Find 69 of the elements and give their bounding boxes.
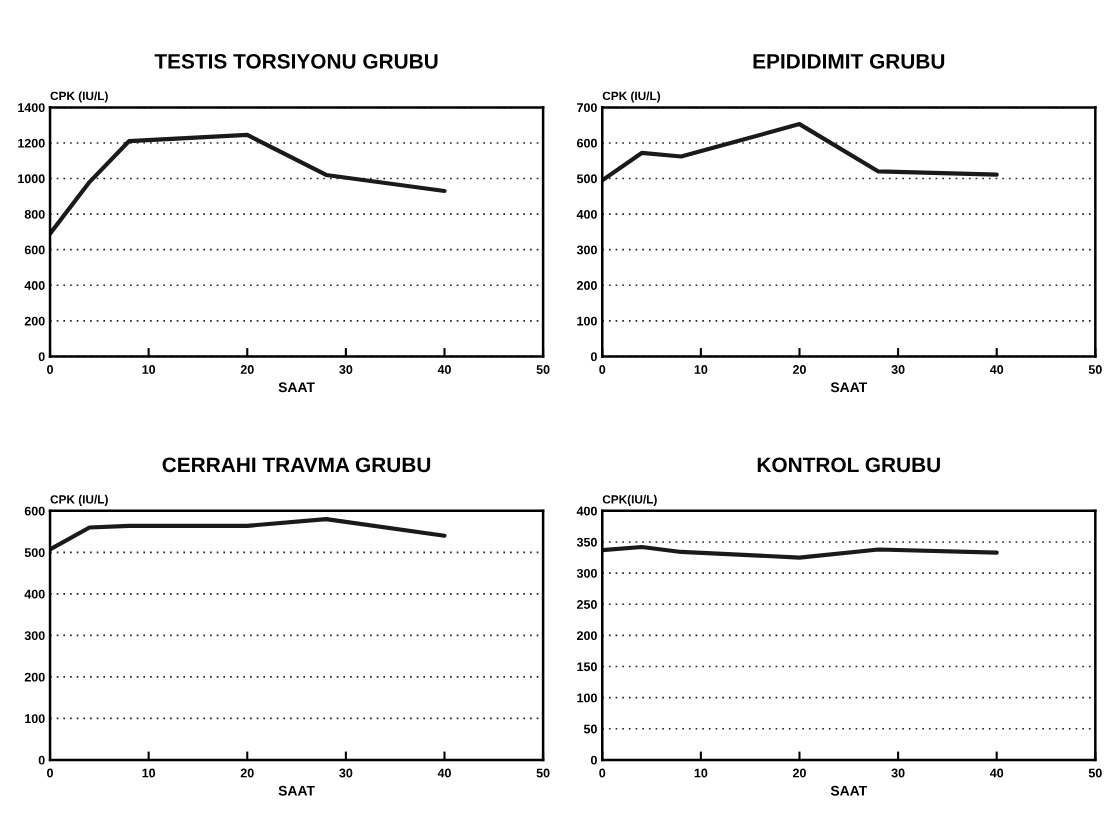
y-tick-label: 400 xyxy=(24,281,45,290)
x-tick-label: 10 xyxy=(142,365,156,374)
y-tick-label: 500 xyxy=(576,174,597,184)
x-tick-label: 50 xyxy=(536,365,550,374)
y-tick-label: 150 xyxy=(577,662,597,672)
y-tick-label: 50 xyxy=(583,724,597,734)
x-tick-label: 40 xyxy=(989,768,1004,778)
x-axis-title: SAAT xyxy=(278,382,315,393)
line-series xyxy=(602,544,999,560)
y-tick-label: 200 xyxy=(24,672,45,682)
y-tick-label: 400 xyxy=(576,209,597,219)
x-tick-label: 50 xyxy=(1088,365,1102,374)
y-tick-label: 700 xyxy=(577,103,597,113)
x-axis-title: SAAT xyxy=(830,785,868,796)
y-tick-label: 0 xyxy=(590,352,597,362)
x-tick-label: 10 xyxy=(694,365,708,374)
x-axis-title: SAAT xyxy=(278,785,315,796)
y-tick-label: 600 xyxy=(24,506,45,516)
x-tick-label: 10 xyxy=(142,768,156,778)
y-tick-label: 0 xyxy=(590,755,597,765)
y-tick-label: 100 xyxy=(577,316,597,326)
y-tick-label: 100 xyxy=(577,693,597,703)
x-tick-label: 50 xyxy=(1088,768,1102,778)
x-tick-label: 20 xyxy=(792,768,806,778)
chart-title: KONTROL GRUBU xyxy=(757,457,940,473)
y-tick-label: 400 xyxy=(576,506,597,516)
x-tick-label: 10 xyxy=(694,768,708,778)
y-tick-label: 400 xyxy=(24,589,45,599)
chart-title: TESTIS TORSIYONU GRUBU xyxy=(154,53,438,69)
y-tick-label: 600 xyxy=(24,245,45,255)
y-tick-label: 300 xyxy=(24,631,45,641)
x-tick-label: 20 xyxy=(792,365,806,374)
y-tick-label: 200 xyxy=(576,631,597,641)
chart-title: CERRAHI TRAVMA GRUBU xyxy=(162,457,431,473)
x-axis-title: SAAT xyxy=(830,382,868,393)
x-tick-label: 30 xyxy=(339,365,353,374)
x-tick-label: 40 xyxy=(437,768,451,778)
y-tick-label: 200 xyxy=(576,281,597,290)
y-tick-label: 0 xyxy=(38,755,45,765)
y-axis-title: CPK (IU/L) xyxy=(50,494,108,506)
x-tick-label: 0 xyxy=(599,365,606,374)
y-tick-label: 0 xyxy=(38,352,45,362)
y-tick-label: 200 xyxy=(24,316,45,326)
x-tick-label: 0 xyxy=(47,365,53,374)
y-tick-label: 350 xyxy=(576,537,597,547)
x-tick-label: 0 xyxy=(599,768,606,778)
x-tick-label: 0 xyxy=(47,768,53,778)
y-tick-label: 1000 xyxy=(18,174,45,184)
y-axis-title: CPK (IU/L) xyxy=(50,91,108,103)
chart-title: EPIDIDIMIT GRUBU xyxy=(753,53,945,69)
x-tick-label: 30 xyxy=(339,768,353,778)
y-tick-label: 800 xyxy=(24,209,45,219)
y-tick-label: 300 xyxy=(576,568,597,578)
x-tick-label: 40 xyxy=(437,365,451,374)
y-tick-label: 300 xyxy=(576,245,597,255)
x-tick-label: 20 xyxy=(240,768,254,778)
y-tick-label: 250 xyxy=(576,600,597,609)
x-tick-label: 50 xyxy=(536,768,550,778)
y-axis-title: CPK (IU/L) xyxy=(602,91,661,103)
y-axis-title: CPK(IU/L) xyxy=(602,494,657,506)
x-tick-label: 30 xyxy=(891,365,905,374)
x-tick-label: 30 xyxy=(891,768,905,778)
y-tick-label: 1400 xyxy=(18,103,45,113)
x-tick-label: 20 xyxy=(240,365,254,374)
x-tick-label: 40 xyxy=(989,365,1004,374)
y-tick-label: 100 xyxy=(25,714,45,724)
y-tick-label: 600 xyxy=(577,138,597,148)
y-tick-label: 500 xyxy=(24,548,45,558)
y-tick-label: 1200 xyxy=(18,138,45,148)
